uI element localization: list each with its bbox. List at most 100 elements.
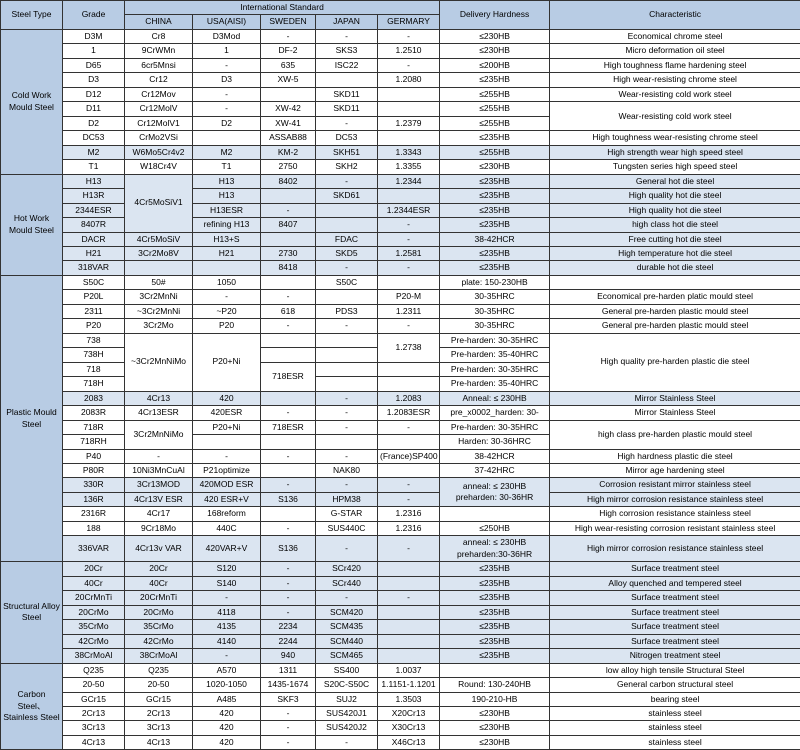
grade-cell: Q235 (63, 663, 125, 677)
sweden-cell: 635 (261, 58, 316, 72)
japan-cell: S20C-S50C (316, 678, 378, 692)
usa-cell: H13ESR (193, 203, 261, 217)
china-cell: 3Cr2Mo (125, 319, 193, 333)
china-cell: W6Mo5Cr4v2 (125, 145, 193, 159)
table-row: DACR4Cr5MoSiVH13+SFDAC-38-42HCRFree cutt… (1, 232, 800, 246)
hardness-cell: ≤235HB (440, 218, 550, 232)
char-cell: Corrosion resistant mirror stainless ste… (550, 478, 800, 492)
table-row: 20CrMnTi20CrMnTi----≤235HBSurface treatm… (1, 591, 800, 605)
japan-cell: SCM435 (316, 620, 378, 634)
china-cell: 4Cr17 (125, 507, 193, 521)
grade-cell: 3Cr13 (63, 721, 125, 735)
japan-cell: - (316, 391, 378, 405)
japan-cell: NAK80 (316, 464, 378, 478)
hardness-cell: Pre-harden: 30-35HRC (440, 420, 550, 434)
table-row: 738~3Cr2MnNiMoP20+Ni1.2738Pre-harden: 30… (1, 333, 800, 347)
char-cell: High mirror corrosion resistance stainle… (550, 536, 800, 562)
china-cell: 4Cr5MoSiV1 (125, 174, 193, 232)
hardness-cell: ≤235HB (440, 73, 550, 87)
char-cell: High quality hot die steel (550, 203, 800, 217)
grade-cell: D2 (63, 116, 125, 130)
hardness-cell: ≤235HB (440, 591, 550, 605)
usa-cell: H21 (193, 246, 261, 260)
steel-type-cell: Structural Alloy Steel (1, 562, 63, 663)
grade-cell: 35CrMo (63, 620, 125, 634)
sweden-cell (261, 275, 316, 289)
usa-cell: - (193, 87, 261, 101)
char-cell: High wear-resisting corrosion resistant … (550, 521, 800, 535)
sweden-cell: - (261, 319, 316, 333)
japan-cell: - (316, 261, 378, 275)
japan-cell: SKD11 (316, 102, 378, 116)
usa-cell: P20 (193, 319, 261, 333)
germany-cell (378, 562, 440, 576)
china-cell: 20-50 (125, 678, 193, 692)
germany-cell: 1.3343 (378, 145, 440, 159)
hardness-cell: ≤230HB (440, 706, 550, 720)
steel-type-cell: Plastic Mould Steel (1, 275, 63, 561)
hardness-cell: ≤200HB (440, 58, 550, 72)
japan-cell: SKS3 (316, 44, 378, 58)
table-row: 318VAR8418--≤235HBdurable hot die steel (1, 261, 800, 275)
china-cell: 6cr5Mnsi (125, 58, 193, 72)
usa-cell: - (193, 449, 261, 463)
sweden-cell: - (261, 562, 316, 576)
char-cell: stainless steel (550, 706, 800, 720)
char-cell: Micro deformation oil steel (550, 44, 800, 58)
sweden-cell (261, 464, 316, 478)
grade-cell: 4Cr13 (63, 735, 125, 749)
table-row: 2344ESRH13ESR-1.2344ESR≤235HBHigh qualit… (1, 203, 800, 217)
sweden-cell: XW-41 (261, 116, 316, 130)
germany-cell: 1.2344ESR (378, 203, 440, 217)
table-row: D656cr5Mnsi-635ISC22-≤200HBHigh toughnes… (1, 58, 800, 72)
japan-cell: SCr440 (316, 576, 378, 590)
germany-cell: 1.2379 (378, 116, 440, 130)
hardness-cell: Pre-harden: 35-40HRC (440, 377, 550, 391)
char-cell: General hot die steel (550, 174, 800, 188)
char-cell: low alloy high tensile Structural Steel (550, 663, 800, 677)
hardness-cell: ≤250HB (440, 521, 550, 535)
usa-cell: H13 (193, 189, 261, 203)
hardness-cell: ≤255HB (440, 87, 550, 101)
char-cell: Economical chrome steel (550, 29, 800, 43)
hardness-cell: 37-42HRC (440, 464, 550, 478)
sweden-cell: S136 (261, 492, 316, 506)
japan-cell (316, 377, 378, 391)
sweden-cell (261, 435, 316, 449)
char-cell: High temperature hot die steel (550, 246, 800, 260)
china-cell: ~3Cr2MnNi (125, 304, 193, 318)
germany-cell (378, 102, 440, 116)
germany-cell: (France)SP400 (378, 449, 440, 463)
germany-cell: - (378, 232, 440, 246)
germany-cell: - (378, 29, 440, 43)
germany-cell (378, 649, 440, 663)
th-steel-type: Steel Type (1, 1, 63, 30)
sweden-cell (261, 348, 316, 362)
grade-cell: 8407R (63, 218, 125, 232)
steel-type-cell: Carbon Steel、Stainless Steel (1, 663, 63, 750)
grade-cell: 2083 (63, 391, 125, 405)
grade-cell: 718RH (63, 435, 125, 449)
sweden-cell: 1311 (261, 663, 316, 677)
table-row: 8407Rrefining H138407-≤235HBhigh class h… (1, 218, 800, 232)
table-row: 336VAR4Cr13v VAR420VAR+VS136--anneal: ≤ … (1, 536, 800, 562)
sweden-cell: 2730 (261, 246, 316, 260)
china-cell: CrMo2VSi (125, 131, 193, 145)
japan-cell: - (316, 319, 378, 333)
usa-cell: - (193, 591, 261, 605)
japan-cell (316, 362, 378, 376)
germany-cell: 1.3503 (378, 692, 440, 706)
usa-cell: A570 (193, 663, 261, 677)
char-cell: Economical pre-harden platic mould steel (550, 290, 800, 304)
japan-cell: - (316, 735, 378, 749)
grade-cell: 136R (63, 492, 125, 506)
china-cell: 4Cr13ESR (125, 406, 193, 420)
hardness-cell: Round: 130-240HB (440, 678, 550, 692)
germany-cell: 1.2316 (378, 507, 440, 521)
sweden-cell: 718ESR (261, 362, 316, 391)
usa-cell: 168reform (193, 507, 261, 521)
germany-cell (378, 131, 440, 145)
sweden-cell (261, 333, 316, 347)
hardness-cell: ≤235HB (440, 189, 550, 203)
char-cell: durable hot die steel (550, 261, 800, 275)
